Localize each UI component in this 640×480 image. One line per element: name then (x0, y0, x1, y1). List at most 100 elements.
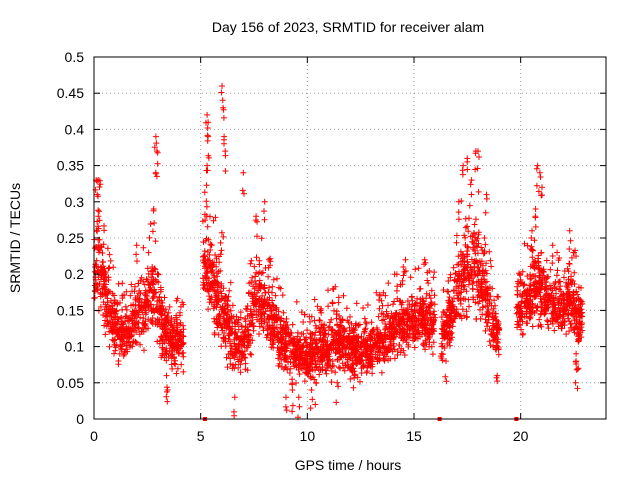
data-point (333, 308, 340, 315)
data-point (165, 336, 172, 343)
y-tick-label: 0.4 (65, 121, 85, 137)
data-point (399, 329, 406, 336)
data-point (405, 341, 412, 348)
data-point (248, 351, 255, 358)
data-point (280, 318, 287, 325)
data-point (306, 313, 313, 320)
data-point (154, 149, 161, 156)
data-point (399, 315, 406, 322)
data-point (267, 262, 273, 269)
data-point (390, 325, 396, 332)
data-point (279, 326, 286, 333)
data-point (531, 287, 538, 294)
data-point (358, 370, 365, 376)
data-point (461, 232, 468, 239)
data-point (94, 228, 101, 235)
data-point (534, 303, 541, 310)
data-point (142, 311, 149, 318)
data-point (560, 291, 567, 298)
data-point (306, 348, 312, 355)
data-point (201, 189, 208, 196)
data-point (154, 338, 161, 345)
data-point (309, 366, 316, 373)
data-point (212, 214, 219, 221)
data-point (168, 315, 175, 322)
data-point (553, 272, 560, 279)
data-point (161, 339, 168, 346)
data-point (527, 315, 533, 322)
data-point (408, 293, 415, 300)
data-point (461, 312, 467, 319)
data-point (561, 274, 567, 281)
data-point (381, 349, 387, 356)
data-point (535, 252, 542, 259)
data-point (518, 326, 525, 333)
data-point (532, 214, 539, 221)
data-point (210, 284, 216, 291)
data-point (204, 282, 211, 289)
data-point (150, 207, 157, 214)
data-point (307, 339, 314, 346)
data-point (95, 264, 102, 271)
data-point (200, 285, 207, 291)
data-point (527, 296, 533, 303)
data-point (383, 344, 389, 351)
data-point (238, 323, 245, 330)
data-point (364, 302, 371, 308)
data-point (529, 301, 536, 308)
data-point (221, 330, 228, 336)
data-point (462, 224, 469, 231)
data-point (454, 278, 461, 285)
data-point (316, 317, 323, 324)
data-point (115, 318, 122, 325)
data-point (139, 324, 146, 331)
data-point (351, 374, 358, 381)
data-point (423, 290, 430, 297)
data-point (242, 316, 249, 322)
data-point (227, 348, 234, 355)
data-point (175, 342, 182, 349)
data-point (422, 337, 429, 344)
data-point (551, 327, 558, 334)
data-point (311, 296, 318, 303)
data-point (482, 327, 489, 334)
data-point (483, 260, 490, 267)
data-point (346, 352, 353, 359)
data-point (293, 298, 300, 305)
data-point (247, 350, 254, 357)
data-point (148, 319, 155, 326)
data-point (216, 259, 223, 266)
data-point (463, 308, 470, 315)
data-point (155, 271, 162, 278)
data-point (527, 263, 534, 270)
data-point (537, 321, 544, 328)
data-point (555, 296, 562, 303)
data-point (289, 321, 296, 328)
data-point (393, 316, 400, 323)
data-point (130, 339, 136, 346)
data-point (279, 338, 286, 344)
data-point (549, 287, 556, 294)
data-point (331, 329, 338, 336)
data-point (110, 337, 117, 344)
data-point (474, 271, 481, 278)
data-point (260, 310, 267, 317)
data-point (210, 272, 217, 279)
data-point (306, 360, 313, 367)
data-point (229, 302, 236, 309)
data-point (491, 335, 498, 342)
data-point (442, 333, 449, 340)
data-point (133, 242, 140, 249)
data-point (104, 245, 111, 252)
data-point (308, 387, 315, 393)
data-point (276, 351, 283, 358)
data-point (142, 289, 149, 296)
data-point (357, 353, 364, 360)
data-point (437, 353, 444, 360)
data-point (513, 304, 520, 311)
data-point (156, 319, 163, 326)
data-point (367, 330, 374, 337)
data-point (574, 366, 581, 373)
data-point (258, 235, 265, 242)
data-point (345, 363, 352, 370)
